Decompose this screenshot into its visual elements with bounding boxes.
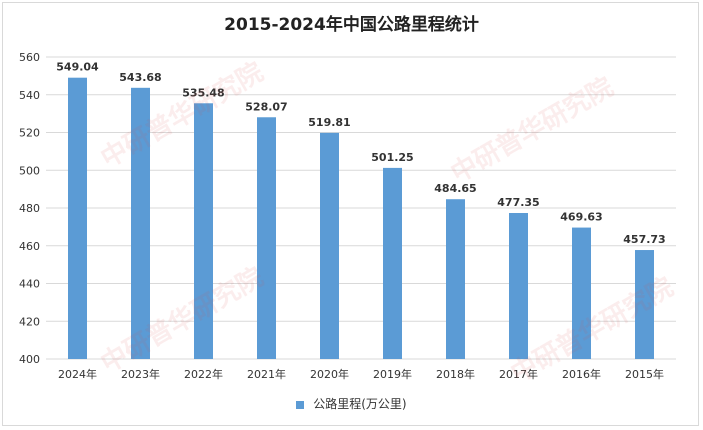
y-tick-label: 560 — [19, 51, 40, 64]
x-tick-label: 2016年 — [562, 367, 601, 381]
data-label: 469.63 — [560, 211, 602, 224]
y-tick-label: 500 — [19, 164, 40, 177]
data-label: 528.07 — [245, 100, 287, 113]
legend: 公路里程(万公里) — [0, 395, 703, 412]
y-tick-label: 540 — [19, 89, 40, 102]
bar — [446, 199, 465, 359]
bar — [383, 167, 402, 359]
x-tick-label: 2022年 — [184, 367, 223, 381]
data-label: 519.81 — [308, 116, 350, 129]
y-tick-label: 400 — [19, 353, 40, 366]
data-label: 477.35 — [497, 196, 539, 209]
bar — [509, 213, 528, 359]
y-tick-label: 460 — [19, 240, 40, 253]
chart-title: 2015-2024年中国公路里程统计 — [224, 15, 479, 35]
x-tick-label: 2024年 — [58, 367, 97, 381]
bar — [68, 77, 87, 359]
legend-label: 公路里程(万公里) — [313, 397, 407, 411]
data-label: 543.68 — [119, 71, 161, 84]
x-tick-label: 2017年 — [499, 367, 538, 381]
x-tick-label: 2018年 — [436, 367, 475, 381]
bar — [320, 132, 339, 359]
bar — [572, 227, 591, 359]
y-tick-label: 520 — [19, 127, 40, 140]
y-tick-label: 440 — [19, 278, 40, 291]
x-tick-label: 2023年 — [121, 367, 160, 381]
y-tick-label: 420 — [19, 315, 40, 328]
data-label: 457.73 — [623, 233, 665, 246]
y-tick-label: 480 — [19, 202, 40, 215]
data-label: 501.25 — [371, 151, 413, 164]
data-label: 484.65 — [434, 182, 476, 195]
bar — [131, 87, 150, 359]
x-tick-label: 2019年 — [373, 367, 412, 381]
bar — [635, 250, 654, 359]
data-label: 535.48 — [182, 86, 224, 99]
x-tick-label: 2015年 — [625, 367, 664, 381]
legend-swatch — [296, 400, 305, 409]
data-label: 549.04 — [56, 61, 99, 74]
bar — [257, 117, 276, 359]
bar — [194, 103, 213, 360]
x-tick-label: 2020年 — [310, 367, 349, 381]
x-tick-label: 2021年 — [247, 367, 286, 381]
